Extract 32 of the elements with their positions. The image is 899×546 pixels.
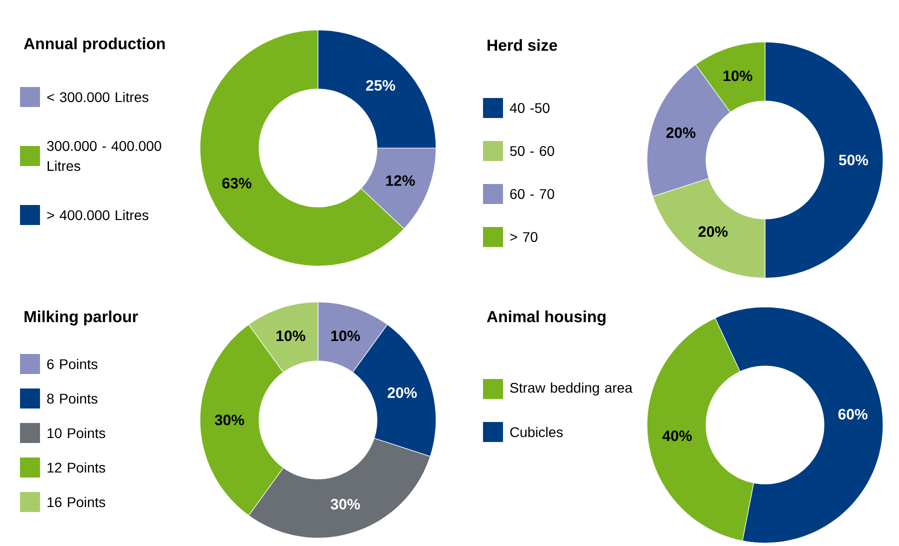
data-label: 10% [724, 70, 752, 82]
legend-label: 16 Points [48, 496, 106, 508]
legend-label: 8 Points [47, 393, 98, 404]
data-label: 50% [838, 154, 868, 166]
legend-label: > 400.000 Litres [47, 210, 148, 220]
chart-title: Herd size [488, 39, 558, 51]
data-label: 10% [276, 330, 306, 342]
data-label: 60% [838, 408, 868, 420]
text: Milking parlour [24, 310, 138, 326]
legend-label: 60 - 70 [510, 189, 554, 199]
legend-label: > 70 [510, 232, 538, 242]
data-label: 25% [366, 80, 396, 91]
data-label: 30% [214, 414, 244, 426]
legend-label: Straw bedding area [510, 382, 632, 396]
legend-label: 12 Points [48, 462, 106, 473]
data-label: 20% [388, 387, 417, 398]
legend-label: Cubicles [510, 426, 563, 438]
legend-label: 300.000 - 400.000 Litres [47, 141, 162, 171]
data-label: 20% [666, 127, 696, 138]
legend-label: < 300.000 Litres [47, 92, 148, 102]
data-label: 40% [662, 430, 692, 442]
data-label: 10% [331, 330, 360, 342]
chart-title: Animal housing [486, 310, 606, 326]
legend-label: 40 -50 [510, 103, 550, 113]
data-label: 12% [386, 175, 415, 186]
data-label: 30% [330, 498, 360, 510]
legend-label: 10 Points [48, 428, 106, 438]
legend-label: 50 - 60 [510, 146, 554, 156]
legend-label: 6 Points [47, 358, 98, 370]
data-label: 20% [698, 226, 728, 237]
data-label: 63% [222, 178, 252, 188]
chart-title: Annual production [24, 38, 165, 52]
